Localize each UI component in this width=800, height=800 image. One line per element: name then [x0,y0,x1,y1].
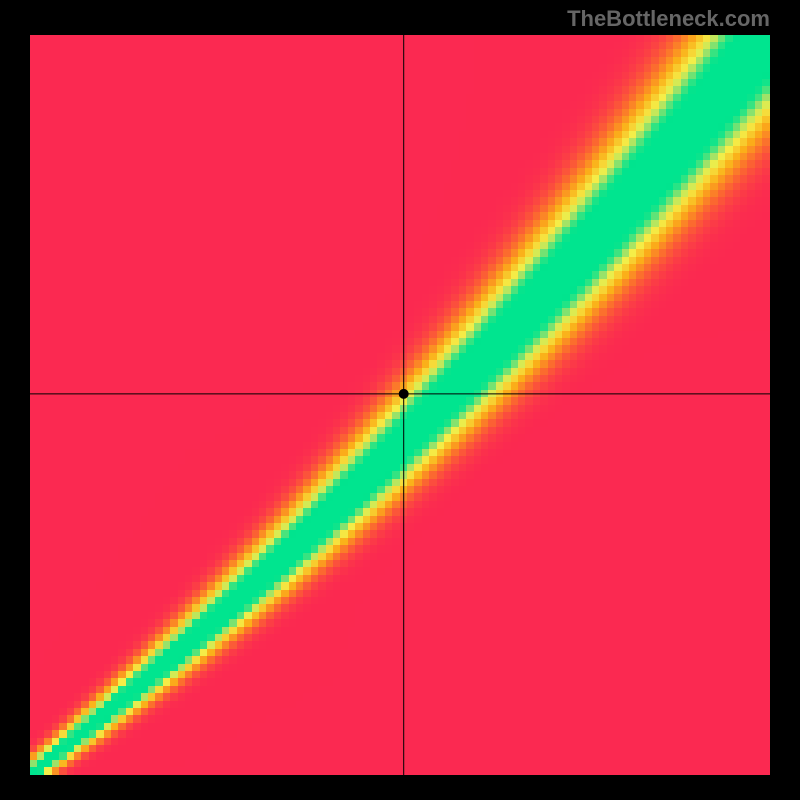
heatmap-container [30,35,770,775]
attribution-label: TheBottleneck.com [567,6,770,32]
page-root: TheBottleneck.com [0,0,800,800]
bottleneck-heatmap [30,35,770,775]
